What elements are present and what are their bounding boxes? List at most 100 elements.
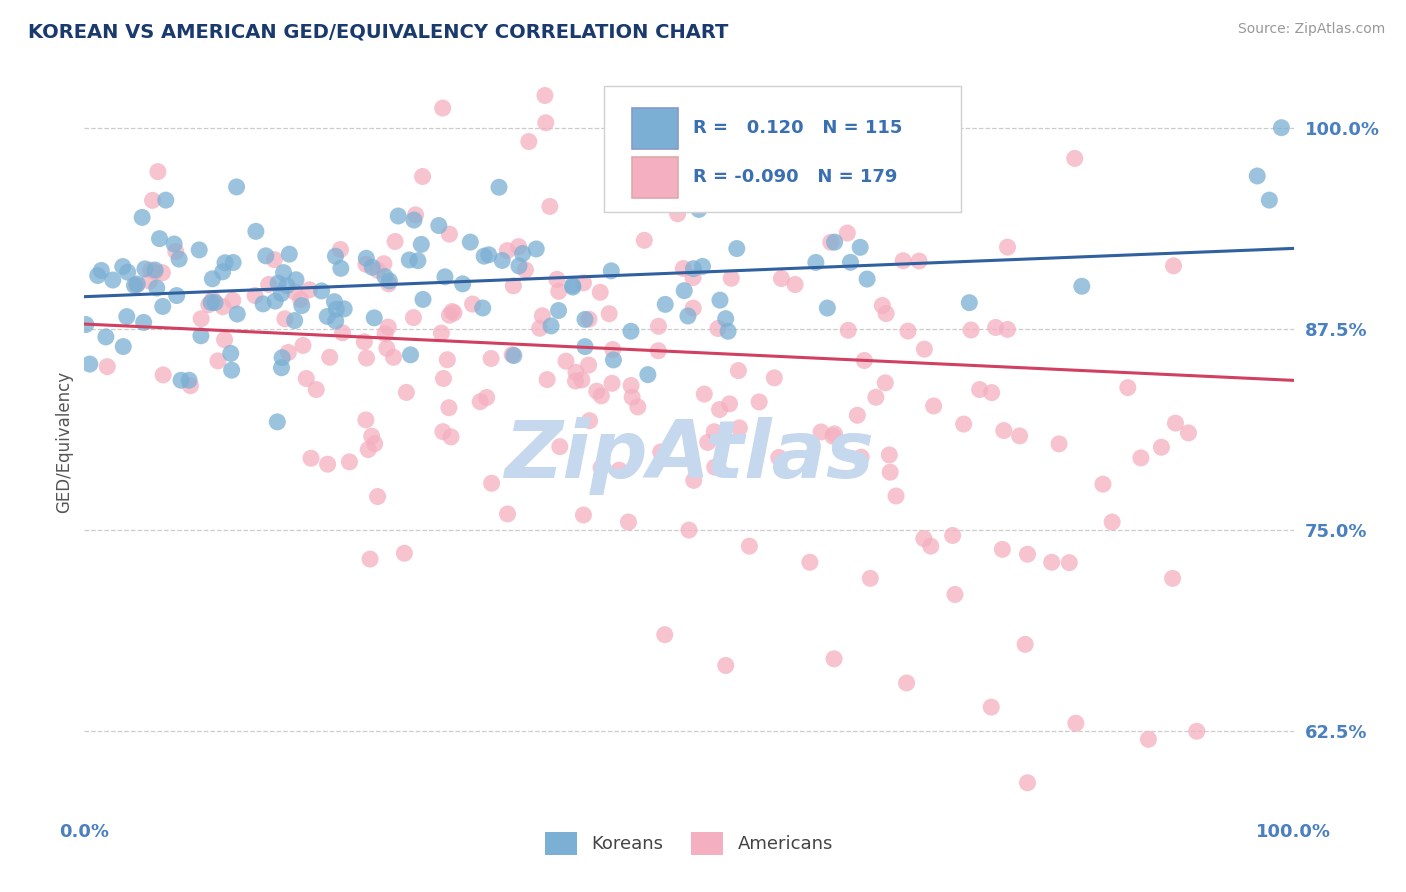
Point <box>211 265 233 279</box>
Point <box>846 409 869 423</box>
Point <box>311 284 333 298</box>
Point <box>361 260 384 275</box>
Point <box>432 101 454 115</box>
Point <box>654 628 676 642</box>
Point <box>143 265 166 279</box>
Point <box>316 457 339 471</box>
Point <box>1161 571 1184 585</box>
Point <box>682 261 704 276</box>
Point <box>875 376 897 390</box>
Point <box>820 235 842 250</box>
Point <box>980 385 1002 400</box>
Point <box>411 237 433 252</box>
Point <box>432 371 454 385</box>
Text: ZipAtlas: ZipAtlas <box>503 417 875 495</box>
Point <box>436 352 458 367</box>
Point <box>329 243 352 257</box>
Point <box>146 164 169 178</box>
Point <box>200 295 222 310</box>
Text: R = -0.090   N = 179: R = -0.090 N = 179 <box>693 169 897 186</box>
Point <box>367 490 389 504</box>
Y-axis label: GED/Equivalency: GED/Equivalency <box>55 370 73 513</box>
Point <box>571 373 593 387</box>
Point <box>412 293 434 307</box>
Point <box>382 351 405 365</box>
FancyBboxPatch shape <box>605 87 962 212</box>
Point <box>856 272 879 286</box>
Point <box>496 244 519 258</box>
Point <box>538 199 561 213</box>
Point <box>873 191 896 205</box>
Point <box>1270 120 1292 135</box>
Point <box>621 390 644 404</box>
Point <box>325 314 347 328</box>
Point <box>1059 556 1081 570</box>
Point <box>782 178 804 192</box>
Point <box>997 240 1019 254</box>
Point <box>546 272 568 286</box>
Point <box>922 399 945 413</box>
Point <box>678 523 700 537</box>
Point <box>688 202 710 217</box>
Point <box>488 180 510 194</box>
Point <box>125 278 148 293</box>
Point <box>815 301 838 315</box>
Point <box>859 571 882 585</box>
Point <box>437 401 460 415</box>
Point <box>810 425 832 439</box>
Point <box>373 257 395 271</box>
Point <box>1129 450 1152 465</box>
Point <box>131 211 153 225</box>
Point <box>430 326 453 340</box>
Point <box>547 303 569 318</box>
Point <box>720 271 742 285</box>
Point <box>291 299 314 313</box>
Point <box>254 249 277 263</box>
Point <box>1014 637 1036 651</box>
Point <box>912 342 935 356</box>
Point <box>565 365 588 379</box>
Point <box>357 442 380 457</box>
Point <box>1047 437 1070 451</box>
Point <box>673 284 696 298</box>
Point <box>578 358 600 372</box>
Point <box>226 307 249 321</box>
Point <box>865 390 887 404</box>
Point <box>143 263 166 277</box>
Point <box>1101 515 1123 529</box>
FancyBboxPatch shape <box>633 157 678 198</box>
Point <box>627 400 650 414</box>
Point <box>942 528 965 542</box>
Point <box>354 257 377 271</box>
Point <box>617 515 640 529</box>
Point <box>441 304 464 318</box>
Point <box>602 343 624 357</box>
Point <box>267 276 290 290</box>
Point <box>221 363 243 377</box>
Point <box>188 243 211 257</box>
Point <box>433 269 456 284</box>
Text: KOREAN VS AMERICAN GED/EQUIVALENCY CORRELATION CHART: KOREAN VS AMERICAN GED/EQUIVALENCY CORRE… <box>28 22 728 41</box>
Point <box>725 242 748 256</box>
Point <box>997 322 1019 336</box>
Point <box>478 248 501 262</box>
Point <box>598 307 620 321</box>
Point <box>150 266 173 280</box>
Point <box>548 440 571 454</box>
Point <box>412 169 434 184</box>
Point <box>325 302 347 317</box>
Point <box>647 319 669 334</box>
Point <box>763 371 786 385</box>
Point <box>960 323 983 337</box>
Point <box>190 328 212 343</box>
Point <box>540 318 562 333</box>
Point <box>692 260 714 274</box>
Point <box>439 308 461 322</box>
Point <box>496 507 519 521</box>
Point <box>718 397 741 411</box>
Point <box>952 417 974 431</box>
Point <box>190 311 212 326</box>
Point <box>271 351 294 365</box>
Point <box>896 676 918 690</box>
Point <box>589 285 612 300</box>
